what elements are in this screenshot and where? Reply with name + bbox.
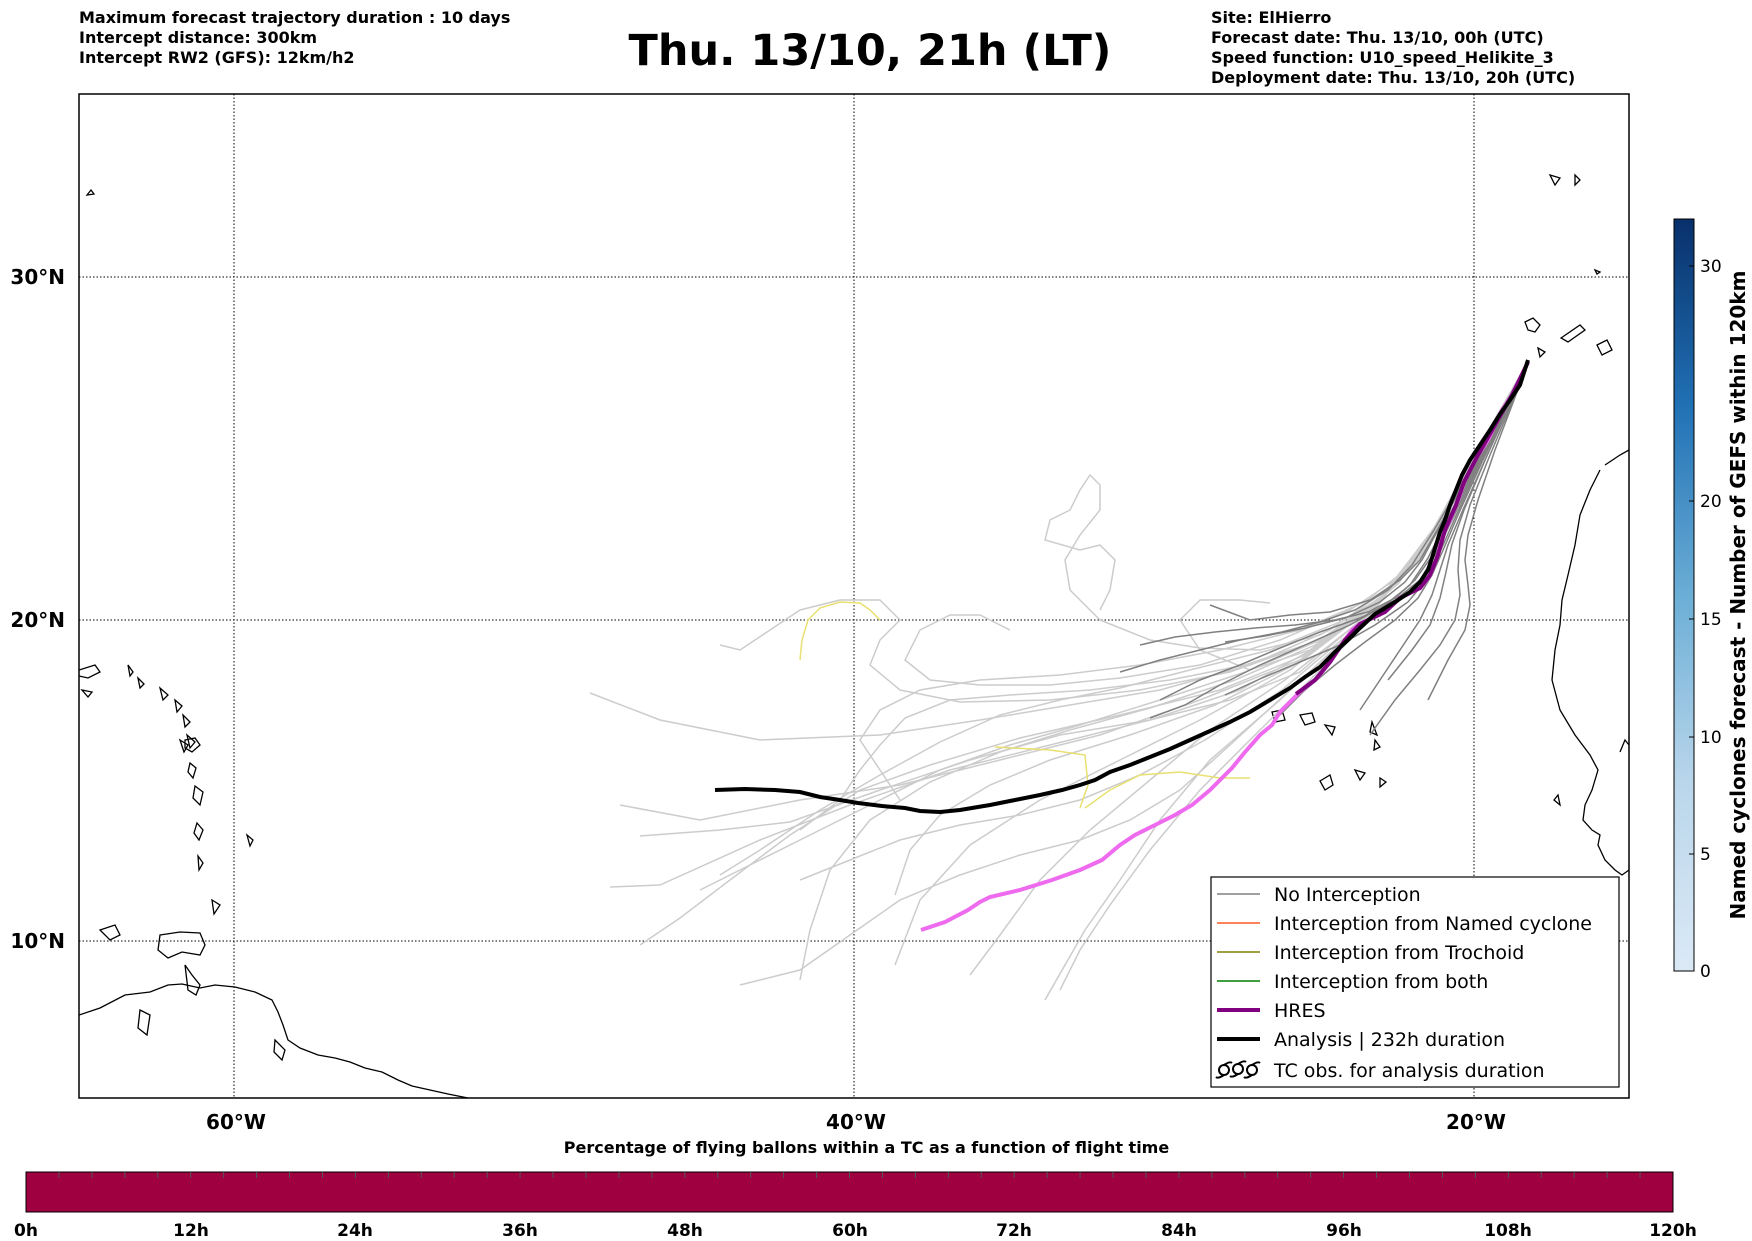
flight-time-bar [25,1171,1674,1213]
coastlines [79,173,1629,1098]
colorbar-tick-5: 5 [1700,845,1711,865]
legend-named-cyclone-label: Interception from Named cyclone [1274,913,1592,935]
madeira-coast [1548,173,1581,187]
map-content [79,94,1629,1098]
west-africa-coast [1551,469,1629,876]
map-frame [78,93,1630,1099]
no-interception-trajectory [1369,361,1529,736]
map-legend: No Interception Interception from Named … [1210,876,1620,1088]
deployment-date-text: Deployment date: Thu. 13/10, 20h (UTC) [1211,68,1576,87]
no-interception-trajectories [1119,361,1529,736]
page-title: Thu. 13/10, 21h (LT) [628,26,1112,76]
no-interception-trajectory [1279,361,1529,716]
cyclone-count-colorbar: 0 5 10 15 20 30 Named cyclones forecast … [1673,218,1750,982]
lon-label-20w: 20°W [1446,1110,1506,1134]
yellow-ensemble-trajectories [799,601,1250,809]
time-tick-24h: 24h [337,1221,373,1241]
yellow-trajectory [799,601,881,661]
bissagos-islands [1553,793,1561,807]
legend-box [1210,876,1620,1088]
site-info: Site: ElHierro Forecast date: Thu. 13/10… [1211,8,1575,88]
dominica-coast [187,761,197,780]
guyana-coast-detail [273,1038,286,1062]
cyclone-symbols-icon [1215,1060,1261,1079]
site-text: Site: ElHierro [1211,8,1332,27]
time-tick-84h: 84h [1161,1221,1197,1241]
no-interception-trajectory [1149,361,1529,719]
tenerife-coast [1559,324,1587,343]
colorbar-tick-30: 30 [1700,257,1722,277]
flight-time-colorbar-title: Percentage of flying ballons within a TC… [563,1138,1170,1157]
barbados-coast [245,833,254,848]
cape-verde-region [1619,738,1629,753]
lat-label-30n: 30°N [10,265,65,289]
speed-function-text: Speed function: U10_speed_Helikite_3 [1211,48,1554,67]
grenada-coast [211,898,221,916]
time-tick-72h: 72h [996,1221,1032,1241]
time-tick-108h: 108h [1484,1221,1532,1241]
legend-both-label: Interception from both [1274,971,1488,993]
lon-label-60w: 60°W [206,1110,266,1134]
flight-time-colorbar: 0h 12h 24h 36h 48h 60h 72h 84h 96h 108h … [14,1171,1697,1241]
cape-verde-island-2 [1299,712,1316,726]
cape-verde-island-6 [1319,774,1334,791]
lesser-antilles-north [127,664,196,754]
gran-canaria-coast [1596,339,1613,356]
colorbar-label: Named cyclones forecast - Number of GEFS… [1726,271,1750,920]
cape-verde-island-5 [1373,738,1381,752]
cape-verde-island-7 [1353,768,1367,782]
venezuela-peninsula [184,964,201,996]
lon-label-40w: 40°W [826,1110,886,1134]
colorbar-tick-15: 15 [1700,610,1722,630]
st-vincent-coast [197,853,204,873]
time-tick-60h: 60h [832,1221,868,1241]
morocco-coast [1604,449,1629,466]
guadeloupe-coast [184,737,201,753]
forecast-date-text: Forecast date: Thu. 13/10, 00h (UTC) [1211,28,1544,47]
no-interception-trajectory [1139,361,1529,646]
south-america-coast [79,983,469,1098]
time-tick-120h: 120h [1649,1221,1697,1241]
yellow-trajectory [994,746,1089,809]
analysis-trajectory [714,359,1530,815]
venezuela-island [137,1009,151,1037]
intercept-distance-text: Intercept distance: 300km [79,28,318,47]
colorbar-gradient [1673,218,1695,972]
time-tick-0h: 0h [14,1221,38,1241]
la-gomera-coast [1537,346,1547,359]
small-island [80,688,94,699]
lat-label-10n: 10°N [10,929,65,953]
no-interception-trajectory [1427,361,1529,701]
bermuda-coast [85,188,96,196]
legend-tc-obs-label: TC obs. for analysis duration [1273,1060,1545,1082]
trinidad-coast [157,931,206,959]
legend-analysis-label: Analysis | 232h duration [1274,1029,1505,1051]
cape-verde-island-3 [1323,724,1336,737]
colorbar-tick-0: 0 [1700,962,1711,982]
time-tick-48h: 48h [667,1221,703,1241]
puerto-rico-coast [79,664,101,679]
caribbean-island [98,924,121,941]
time-tick-96h: 96h [1326,1221,1362,1241]
st-lucia-coast [193,821,204,842]
max-duration-text: Maximum forecast trajectory duration : 1… [79,8,511,27]
salvage-islands [1593,268,1602,275]
legend-hres-label: HRES [1274,1000,1326,1022]
intercept-rw2-text: Intercept RW2 (GFS): 12km/h2 [79,48,355,67]
colorbar-tick-20: 20 [1700,492,1722,512]
forecast-parameters: Maximum forecast trajectory duration : 1… [79,8,510,68]
cape-verde-island-8 [1379,776,1388,789]
martinique-coast [192,784,204,807]
legend-trochoid-label: Interception from Trochoid [1274,942,1524,964]
time-tick-12h: 12h [173,1221,209,1241]
legend-no-interception-label: No Interception [1274,884,1421,906]
time-tick-36h: 36h [502,1221,538,1241]
yellow-trajectory [1084,771,1250,809]
lat-label-20n: 20°N [10,608,65,632]
no-interception-trajectory [1387,361,1529,681]
map-area: 30°N 20°N 10°N 60°W 40°W 20°W No Interce… [10,93,1630,1134]
colorbar-tick-10: 10 [1700,728,1722,748]
la-palma-coast [1524,317,1541,333]
